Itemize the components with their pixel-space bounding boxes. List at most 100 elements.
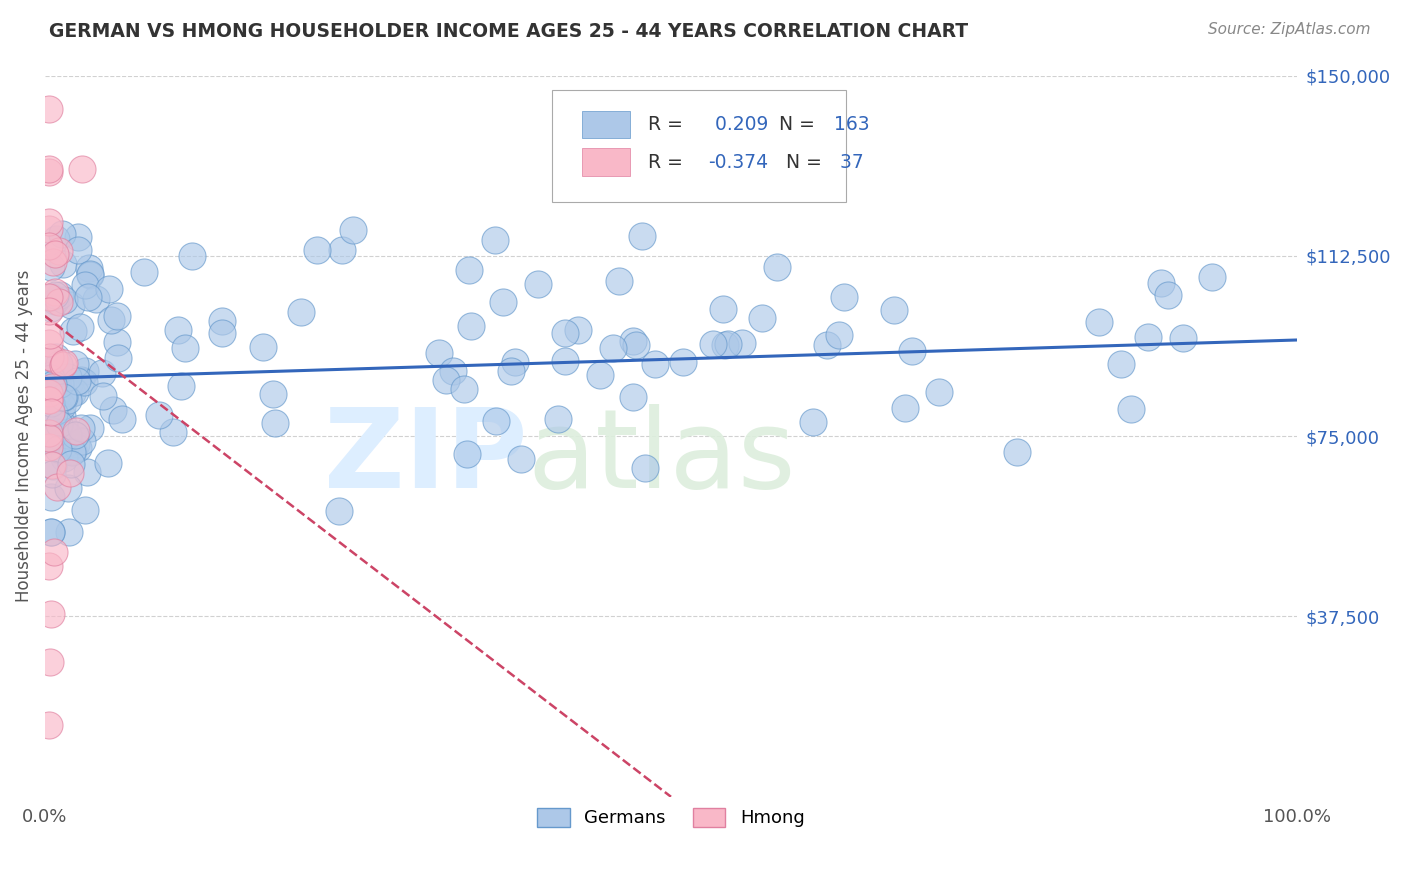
Point: [174, 341, 197, 355]
Point: [59, 458, 82, 472]
Point: [38, 102, 60, 116]
Point: [731, 335, 754, 350]
Point: [42, 459, 65, 474]
Point: [39, 431, 62, 445]
Point: [41, 254, 63, 268]
Point: [55, 425, 77, 440]
Point: [1109, 357, 1132, 371]
Y-axis label: Householder Income Ages 25 - 44 years: Householder Income Ages 25 - 44 years: [15, 270, 32, 602]
Text: GERMAN VS HMONG HOUSEHOLDER INCOME AGES 25 - 44 YEARS CORRELATION CHART: GERMAN VS HMONG HOUSEHOLDER INCOME AGES …: [49, 22, 969, 41]
Point: [46, 480, 69, 494]
Point: [170, 379, 193, 393]
Point: [91, 366, 114, 380]
Point: [262, 387, 284, 401]
Point: [75, 503, 97, 517]
Point: [52, 376, 75, 391]
Point: [39, 434, 62, 448]
Point: [60, 298, 83, 312]
Point: [38, 304, 60, 318]
Point: [62, 443, 84, 458]
Point: [101, 402, 124, 417]
Point: [436, 373, 458, 387]
Point: [60, 385, 83, 400]
Point: [38, 558, 60, 573]
Point: [70, 434, 93, 449]
Point: [44, 247, 66, 261]
Point: [63, 385, 86, 400]
Point: [621, 334, 644, 348]
Point: [503, 355, 526, 369]
Point: [167, 323, 190, 337]
Point: [38, 717, 60, 731]
Point: [52, 390, 75, 404]
Point: [39, 351, 62, 365]
Point: [66, 375, 89, 389]
Point: [263, 417, 285, 431]
Point: [44, 285, 66, 299]
FancyBboxPatch shape: [582, 148, 630, 176]
Text: 37: 37: [834, 153, 863, 171]
Point: [630, 229, 652, 244]
Text: N =: N =: [780, 153, 828, 171]
Point: [73, 278, 96, 293]
Point: [65, 424, 87, 438]
Point: [714, 338, 737, 352]
Point: [48, 357, 70, 371]
Point: [427, 345, 450, 359]
Text: -0.374: -0.374: [709, 153, 769, 171]
Point: [702, 337, 724, 351]
Point: [211, 326, 233, 340]
Point: [162, 425, 184, 439]
Point: [815, 337, 838, 351]
Text: R =: R =: [648, 153, 689, 171]
Point: [48, 244, 70, 258]
Point: [39, 401, 62, 416]
Point: [765, 260, 787, 274]
Point: [75, 364, 97, 378]
Point: [621, 390, 644, 404]
Point: [1137, 330, 1160, 344]
Point: [527, 277, 550, 292]
Point: [39, 371, 62, 385]
Point: [39, 525, 62, 540]
Point: [460, 319, 482, 334]
Point: [53, 450, 76, 465]
Point: [76, 465, 98, 479]
Point: [554, 354, 576, 368]
Point: [44, 369, 66, 384]
Text: ZIP: ZIP: [323, 404, 527, 511]
Point: [44, 417, 66, 432]
Point: [65, 437, 87, 451]
Point: [45, 427, 67, 442]
Text: R =: R =: [648, 115, 689, 134]
FancyBboxPatch shape: [553, 90, 846, 202]
Point: [751, 311, 773, 326]
Point: [342, 223, 364, 237]
Point: [41, 372, 63, 386]
Point: [39, 375, 62, 389]
Point: [509, 451, 531, 466]
FancyBboxPatch shape: [582, 111, 630, 138]
Point: [901, 344, 924, 359]
Point: [39, 404, 62, 418]
Point: [484, 233, 506, 247]
Point: [607, 274, 630, 288]
Point: [588, 368, 610, 382]
Point: [56, 392, 79, 407]
Point: [39, 301, 62, 316]
Point: [1173, 331, 1195, 345]
Point: [53, 390, 76, 404]
Point: [49, 288, 72, 302]
Point: [51, 227, 73, 242]
Point: [42, 351, 65, 366]
Legend: Germans, Hmong: Germans, Hmong: [530, 800, 811, 835]
Point: [58, 369, 80, 384]
Point: [38, 392, 60, 407]
Point: [441, 364, 464, 378]
Point: [1201, 269, 1223, 284]
Point: [38, 327, 60, 342]
Point: [567, 323, 589, 337]
Point: [67, 230, 90, 244]
Point: [69, 373, 91, 387]
Point: [211, 313, 233, 327]
